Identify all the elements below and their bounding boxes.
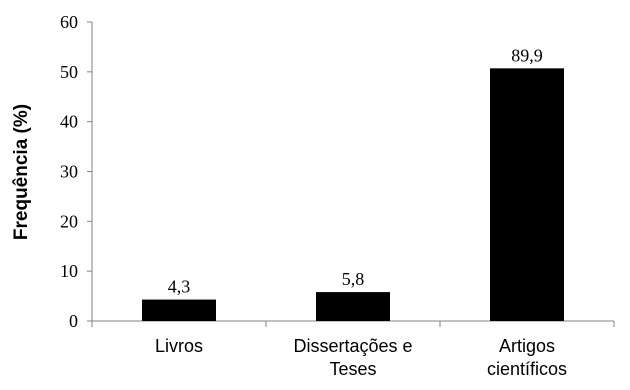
bars <box>142 68 564 321</box>
y-tick-label: 60 <box>60 12 78 32</box>
x-tick-label: Artigos <box>499 336 555 356</box>
y-tick-label: 30 <box>60 162 78 182</box>
bar <box>142 299 216 321</box>
y-axis-title: Frequência (%) <box>11 104 32 240</box>
data-label: 5,8 <box>342 269 365 289</box>
y-tick-label: 20 <box>60 211 78 231</box>
x-axis <box>91 320 615 327</box>
y-axis: 0 10 20 30 40 50 60 <box>60 12 93 331</box>
bar <box>316 292 390 321</box>
x-tick-label: Teses <box>329 359 376 379</box>
bar <box>490 68 564 321</box>
y-tick-label: 10 <box>60 261 78 281</box>
x-tick-label: Livros <box>155 336 203 356</box>
y-tick-label: 50 <box>60 62 78 82</box>
x-tick-label: científicos <box>487 359 567 379</box>
y-tick-label: 0 <box>69 311 78 331</box>
x-tick-labels: Livros Dissertações e Teses Artigos científi… <box>155 336 567 379</box>
data-label: 4,3 <box>168 277 191 297</box>
data-label: 89,9 <box>511 45 543 65</box>
data-labels: 4,3 5,8 89,9 <box>168 45 543 296</box>
x-tick-label: Dissertações e <box>293 336 412 356</box>
y-tick-label: 40 <box>60 112 78 132</box>
